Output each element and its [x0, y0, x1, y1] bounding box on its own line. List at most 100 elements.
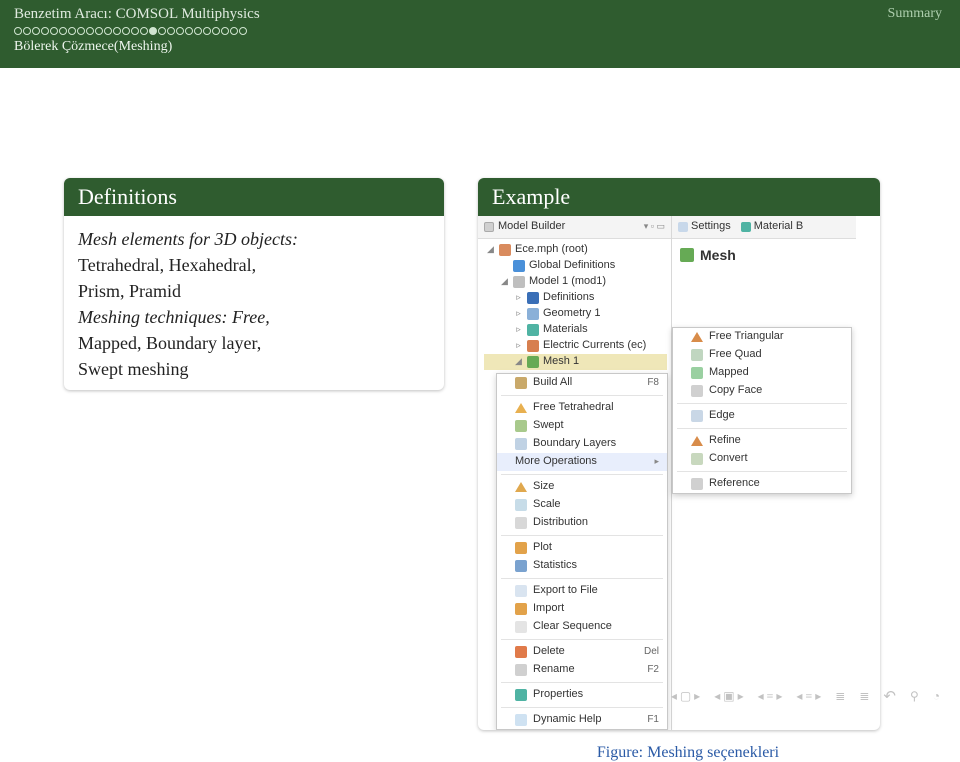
nav-frame-forward[interactable]: ◂ ▣ ▸: [714, 689, 743, 704]
tree-ec[interactable]: ▹Electric Currents (ec): [484, 338, 667, 354]
nav-presentation[interactable]: ≣: [859, 689, 869, 704]
tree-model1[interactable]: ◢Model 1 (mod1): [484, 274, 667, 290]
nav-section-back[interactable]: ◂ ≡ ▸: [758, 689, 783, 704]
progress-dot[interactable]: [221, 27, 229, 35]
menu-separator: [501, 707, 663, 708]
convert-icon: [691, 453, 703, 465]
menu-separator: [501, 639, 663, 640]
menu-build-all[interactable]: Build AllF8: [497, 374, 667, 392]
menu-properties[interactable]: Properties: [497, 686, 667, 704]
summary-link[interactable]: Summary: [888, 6, 942, 22]
progress-dot[interactable]: [32, 27, 40, 35]
submenu-reference[interactable]: Reference: [673, 475, 851, 493]
progress-dot[interactable]: [23, 27, 31, 35]
menu-delete[interactable]: DeleteDel: [497, 643, 667, 661]
tree-defs[interactable]: ▹Definitions: [484, 290, 667, 306]
section-title: Benzetim Aracı: COMSOL Multiphysics: [14, 6, 946, 23]
nav-frame-back[interactable]: ◂ ▢ ▸: [671, 689, 700, 704]
progress-dot[interactable]: [104, 27, 112, 35]
menu-scale[interactable]: Scale: [497, 496, 667, 514]
tree-materials[interactable]: ▹Materials: [484, 322, 667, 338]
progress-dot[interactable]: [149, 27, 157, 35]
menu-import[interactable]: Import: [497, 600, 667, 618]
plot-icon: [515, 542, 527, 554]
submenu-refine[interactable]: Refine: [673, 432, 851, 450]
nav-goto[interactable]: ◔: [933, 689, 940, 704]
example-title: Example: [478, 178, 880, 216]
menu-plot[interactable]: Plot: [497, 539, 667, 557]
submenu-convert[interactable]: Convert: [673, 450, 851, 468]
geom-icon: [527, 308, 539, 320]
progress-dot[interactable]: [95, 27, 103, 35]
clear-icon: [515, 621, 527, 633]
progress-dot[interactable]: [239, 27, 247, 35]
nav-subsection[interactable]: ≣: [835, 689, 845, 704]
submenu-copy-face[interactable]: Copy Face: [673, 382, 851, 400]
ec-icon: [527, 340, 539, 352]
progress-dot[interactable]: [140, 27, 148, 35]
progress-dot[interactable]: [212, 27, 220, 35]
progress-dot[interactable]: [50, 27, 58, 35]
mesh-header: Mesh: [672, 239, 856, 271]
progress-dot[interactable]: [167, 27, 175, 35]
menu-separator: [677, 428, 847, 429]
def-line: Swept meshing: [78, 356, 430, 382]
submenu-free-quad[interactable]: Free Quad: [673, 346, 851, 364]
tree-globaldef[interactable]: Global Definitions: [484, 258, 667, 274]
progress-dot[interactable]: [158, 27, 166, 35]
progress-dot[interactable]: [41, 27, 49, 35]
chevron-right-icon: ▸: [654, 455, 659, 468]
nav-goback[interactable]: ↶: [883, 687, 896, 706]
progress-dot[interactable]: [59, 27, 67, 35]
menu-export[interactable]: Export to File: [497, 582, 667, 600]
example-body: Model Builder ▾ ▫ ▭ ◢Ece.mph (root) Glob…: [478, 216, 880, 730]
menu-free-tet[interactable]: Free Tetrahedral: [497, 399, 667, 417]
progress-dot[interactable]: [122, 27, 130, 35]
menu-statistics[interactable]: Statistics: [497, 557, 667, 575]
progress-dot[interactable]: [176, 27, 184, 35]
progress-dot[interactable]: [68, 27, 76, 35]
progress-dot[interactable]: [194, 27, 202, 35]
tab-material[interactable]: Material B: [741, 219, 804, 235]
slide-header: Benzetim Aracı: COMSOL Multiphysics Summ…: [0, 0, 960, 68]
submenu-mapped[interactable]: Mapped: [673, 364, 851, 382]
defs-icon: [527, 292, 539, 304]
tab-settings[interactable]: Settings: [678, 219, 731, 235]
menu-rename[interactable]: RenameF2: [497, 661, 667, 679]
swept-icon: [515, 420, 527, 432]
menu-boundary-layers[interactable]: Boundary Layers: [497, 435, 667, 453]
tree-geom[interactable]: ▹Geometry 1: [484, 306, 667, 322]
comsol-screenshot: Model Builder ▾ ▫ ▭ ◢Ece.mph (root) Glob…: [478, 216, 880, 730]
panel-controls-icon[interactable]: ▾ ▫ ▭: [644, 220, 665, 233]
rename-icon: [515, 664, 527, 676]
menu-distribution[interactable]: Distribution: [497, 514, 667, 532]
progress-dot[interactable]: [113, 27, 121, 35]
tree-mesh1[interactable]: ◢Mesh 1: [484, 354, 667, 370]
slide-content: Definitions Mesh elements for 3D objects…: [0, 68, 960, 762]
tree-root[interactable]: ◢Ece.mph (root): [484, 242, 667, 258]
settings-icon: [678, 222, 688, 232]
progress-dot[interactable]: [77, 27, 85, 35]
tri-icon: [691, 332, 703, 342]
nav-search[interactable]: ⚲: [910, 689, 919, 704]
progress-dot[interactable]: [230, 27, 238, 35]
import-icon: [515, 603, 527, 615]
progress-dot[interactable]: [86, 27, 94, 35]
progress-dot[interactable]: [14, 27, 22, 35]
def-line: Mesh elements for 3D objects:: [78, 226, 430, 252]
settings-panel: Settings Material B Mesh Free Triangular…: [672, 216, 856, 730]
root-icon: [499, 244, 511, 256]
submenu-free-tri[interactable]: Free Triangular: [673, 328, 851, 346]
menu-clear[interactable]: Clear Sequence: [497, 618, 667, 636]
nav-section-forward[interactable]: ◂ ≡ ▸: [796, 689, 821, 704]
panel-icon: [484, 222, 494, 232]
menu-more-ops[interactable]: More Operations▸: [497, 453, 667, 471]
def-line: Tetrahedral, Hexahedral,: [78, 252, 430, 278]
menu-size[interactable]: Size: [497, 478, 667, 496]
progress-dot[interactable]: [203, 27, 211, 35]
progress-dot[interactable]: [131, 27, 139, 35]
menu-swept[interactable]: Swept: [497, 417, 667, 435]
copyface-icon: [691, 385, 703, 397]
progress-dot[interactable]: [185, 27, 193, 35]
submenu-edge[interactable]: Edge: [673, 407, 851, 425]
